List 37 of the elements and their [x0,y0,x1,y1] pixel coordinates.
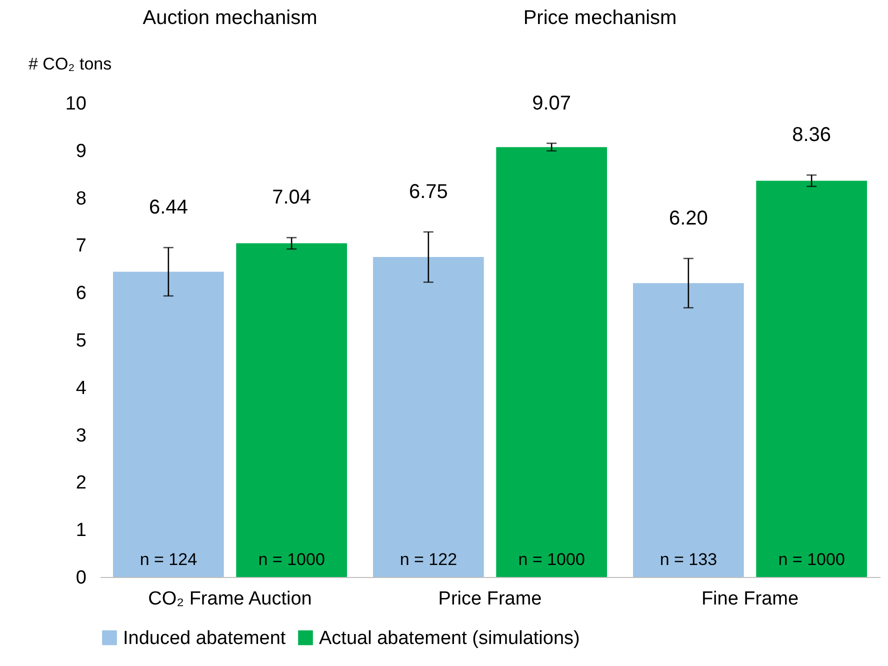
data-label: 8.36 [792,124,832,146]
annotation: n = 124 [140,550,198,569]
y-tick-label: 2 [76,472,86,494]
x-tick-label: Fine Frame [701,588,799,610]
data-label: 7.04 [272,186,312,209]
annotation: n = 1000 [778,550,845,569]
y-tick-label: 4 [76,378,87,399]
bar [633,283,744,577]
y-tick-label: 3 [76,425,86,446]
data-label: 6.44 [148,196,188,219]
y-tick-label: 10 [65,94,86,114]
annotation: n = 133 [660,550,718,569]
bar [496,147,607,577]
x-tick-label: Price Frame [438,588,542,610]
annotation: n = 1000 [258,550,325,569]
text: Price mechanism [523,7,677,29]
legend-label: Induced abatement [123,628,286,649]
y-tick-label: 6 [76,283,86,304]
y-tick-label: 1 [76,520,86,542]
bar [236,243,347,577]
bar [113,272,224,577]
y-tick-label: 5 [76,330,86,352]
data-label: 6.20 [668,207,708,230]
y-tick-label: 8 [76,188,86,210]
y-tick-label: 9 [76,140,86,162]
data-label: 6.75 [408,180,448,203]
bar [756,180,867,577]
y-tick-label: 0 [76,568,86,588]
x-tick-label: CO₂ Frame Auction [148,588,312,610]
text: Auction mechanism [142,7,318,29]
legend-label: Actual abatement (simulations) [319,628,580,649]
y-tick-label: 7 [76,236,86,257]
annotation: n = 122 [400,550,458,569]
annotation: n = 1000 [518,550,585,569]
y-axis-title: # CO₂ tons [28,54,112,74]
data-label: 9.07 [532,92,572,114]
bar [373,257,484,577]
